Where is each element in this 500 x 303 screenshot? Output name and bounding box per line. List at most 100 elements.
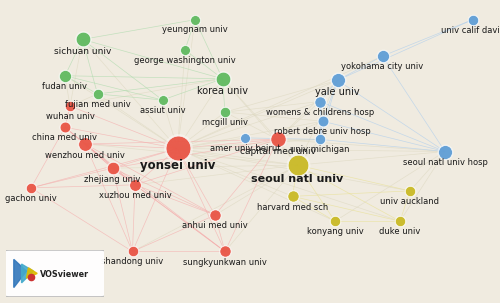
Point [241, 135, 249, 140]
Point [318, 119, 326, 124]
Point [294, 163, 302, 168]
Text: seoul natl univ hosp: seoul natl univ hosp [402, 158, 488, 168]
Point [274, 137, 281, 142]
Point [81, 142, 89, 146]
Point [211, 213, 219, 218]
Point [191, 17, 199, 22]
Point [221, 110, 229, 115]
Text: gachon univ: gachon univ [5, 194, 57, 203]
Text: univ michigan: univ michigan [290, 145, 350, 154]
Point [441, 149, 449, 154]
Point [396, 219, 404, 224]
Text: robert debre univ hosp: robert debre univ hosp [274, 127, 371, 136]
Point [66, 104, 74, 108]
Text: assiut univ: assiut univ [140, 106, 186, 115]
Point [241, 135, 249, 140]
Point [288, 194, 296, 199]
Text: konyang univ: konyang univ [306, 227, 364, 236]
Text: xuzhou med univ: xuzhou med univ [98, 191, 172, 200]
Point [441, 149, 449, 154]
Point [78, 37, 86, 42]
Point [128, 249, 136, 254]
Point [174, 146, 182, 151]
Point [181, 48, 189, 52]
Point [316, 99, 324, 104]
Text: yokohama city univ: yokohama city univ [342, 62, 423, 72]
Text: yale univ: yale univ [315, 87, 360, 97]
Point [218, 76, 226, 81]
Polygon shape [22, 264, 34, 283]
Text: duke univ: duke univ [380, 227, 420, 236]
Text: wenzhou med univ: wenzhou med univ [45, 151, 125, 160]
Point [221, 110, 229, 115]
Point [221, 249, 229, 254]
Text: china med univ: china med univ [32, 133, 98, 142]
Point [61, 73, 69, 78]
Point [108, 166, 116, 171]
Point [94, 92, 102, 96]
Point [316, 137, 324, 142]
Text: wuhan univ: wuhan univ [46, 112, 94, 121]
Point [406, 188, 414, 193]
Point [221, 249, 229, 254]
Point [218, 76, 226, 81]
Text: yonsei univ: yonsei univ [140, 158, 215, 171]
Text: seoul natl univ: seoul natl univ [252, 174, 344, 184]
Point [108, 166, 116, 171]
Point [94, 92, 102, 96]
Point [181, 48, 189, 52]
Point [378, 54, 386, 58]
Text: sungkyunkwan univ: sungkyunkwan univ [183, 258, 267, 267]
Point [331, 219, 339, 224]
Text: zhejiang univ: zhejiang univ [84, 175, 140, 184]
Point [334, 78, 342, 83]
Text: anhui med univ: anhui med univ [182, 221, 248, 230]
Polygon shape [14, 259, 26, 288]
Point [318, 119, 326, 124]
Point [61, 73, 69, 78]
Point [396, 219, 404, 224]
FancyBboxPatch shape [3, 250, 106, 297]
Point [81, 142, 89, 146]
Point [274, 137, 281, 142]
Text: fujian med univ: fujian med univ [64, 100, 130, 109]
Text: korea univ: korea univ [197, 86, 248, 96]
Point [61, 125, 69, 130]
Point [378, 54, 386, 58]
Point [131, 182, 139, 187]
Point [78, 37, 86, 42]
Point [191, 17, 199, 22]
Text: fudan univ: fudan univ [42, 82, 88, 91]
Point [174, 146, 182, 151]
Point [211, 213, 219, 218]
Point [406, 188, 414, 193]
Text: amer univ beirut: amer univ beirut [210, 144, 280, 153]
Text: univ auckland: univ auckland [380, 197, 440, 206]
Text: shandong univ: shandong univ [102, 258, 164, 266]
Point [27, 185, 35, 190]
Polygon shape [26, 268, 37, 278]
Point [128, 249, 136, 254]
Text: univ calif davis: univ calif davis [441, 26, 500, 35]
Point [288, 194, 296, 199]
Point [28, 275, 36, 280]
Point [334, 78, 342, 83]
Text: harvard med sch: harvard med sch [257, 202, 328, 211]
Text: VOSviewer: VOSviewer [40, 270, 89, 279]
Text: capital med univ: capital med univ [240, 147, 316, 156]
Point [61, 125, 69, 130]
Text: mcgill univ: mcgill univ [202, 118, 248, 127]
Point [331, 219, 339, 224]
Point [158, 98, 166, 102]
Point [66, 104, 74, 108]
Text: sichuan univ: sichuan univ [54, 47, 111, 55]
Point [316, 137, 324, 142]
Text: womens & childrens hosp: womens & childrens hosp [266, 108, 374, 117]
Point [27, 185, 35, 190]
Point [468, 17, 476, 22]
Point [468, 17, 476, 22]
Text: george washington univ: george washington univ [134, 56, 236, 65]
Point [294, 163, 302, 168]
Point [316, 99, 324, 104]
Point [158, 98, 166, 102]
